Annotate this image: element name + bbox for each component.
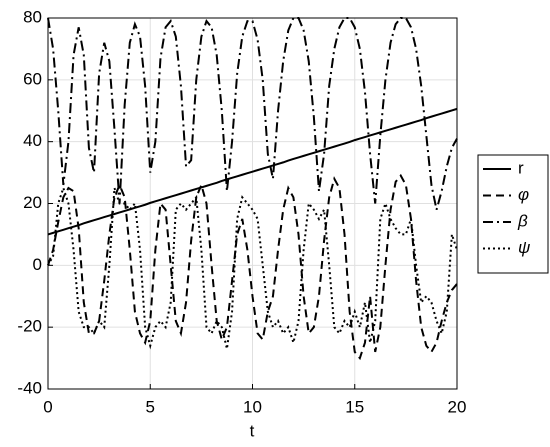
y-tick-label: 40 [23,131,42,150]
y-tick-label: 20 [23,193,42,212]
y-tick-label: 60 [23,69,42,88]
legend-label: β [517,211,528,230]
plot-frame [47,17,458,390]
series-line [47,107,458,236]
legend-label: r [518,158,524,177]
series-line [47,184,458,350]
legend-label: φ [518,185,529,204]
x-tick-label: 0 [43,397,52,416]
x-axis-label: t [250,421,255,440]
x-tick-label: 20 [448,397,467,416]
y-tick-label: 80 [23,7,42,26]
x-tick-label: 15 [345,397,364,416]
y-tick-label: -20 [17,317,42,336]
y-tick-label: 0 [33,255,42,274]
legend-box [477,154,549,274]
x-tick-label: 10 [243,397,262,416]
y-tick-label: -40 [17,378,42,397]
legend-label: ψ [518,238,530,257]
x-tick-label: 5 [146,397,155,416]
series-line [47,17,458,210]
